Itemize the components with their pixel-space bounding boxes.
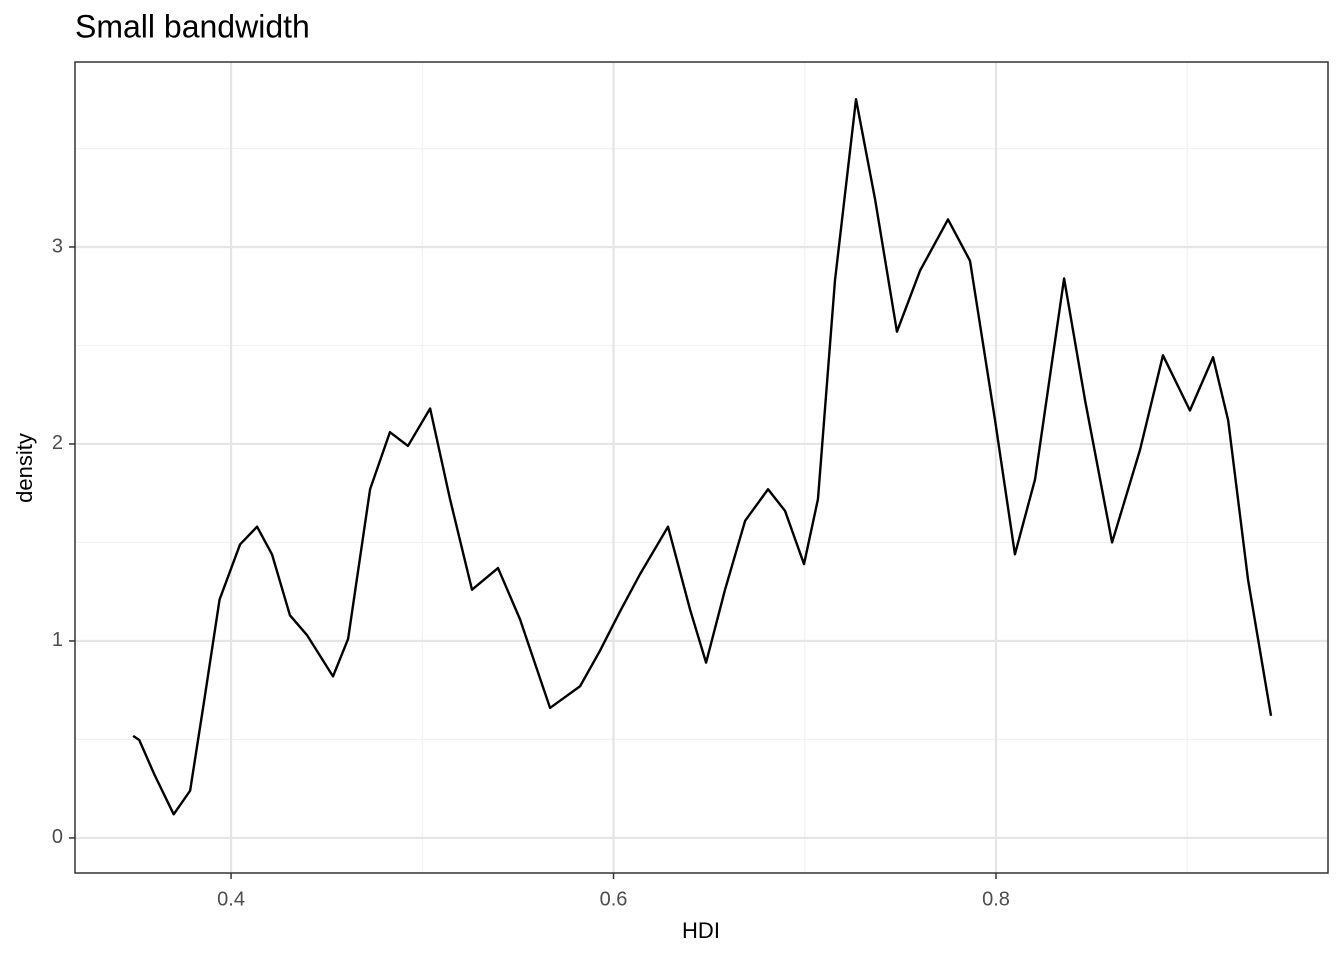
x-tick-label: 0.8 [982,888,1010,910]
y-tick-label: 3 [52,235,63,257]
chart-title: Small bandwidth [75,8,310,44]
plot-area [132,98,1273,816]
y-tick-label: 1 [52,629,63,651]
grid [75,62,1328,873]
x-tick-label: 0.6 [600,888,628,910]
y-tick-label: 0 [52,826,63,848]
x-tick-label: 0.4 [217,888,245,910]
y-axis-label: density [12,433,37,503]
x-axis-label: HDI [682,918,720,943]
y-tick-label: 2 [52,432,63,454]
density-line [132,98,1273,816]
panel-border [74,61,1329,874]
